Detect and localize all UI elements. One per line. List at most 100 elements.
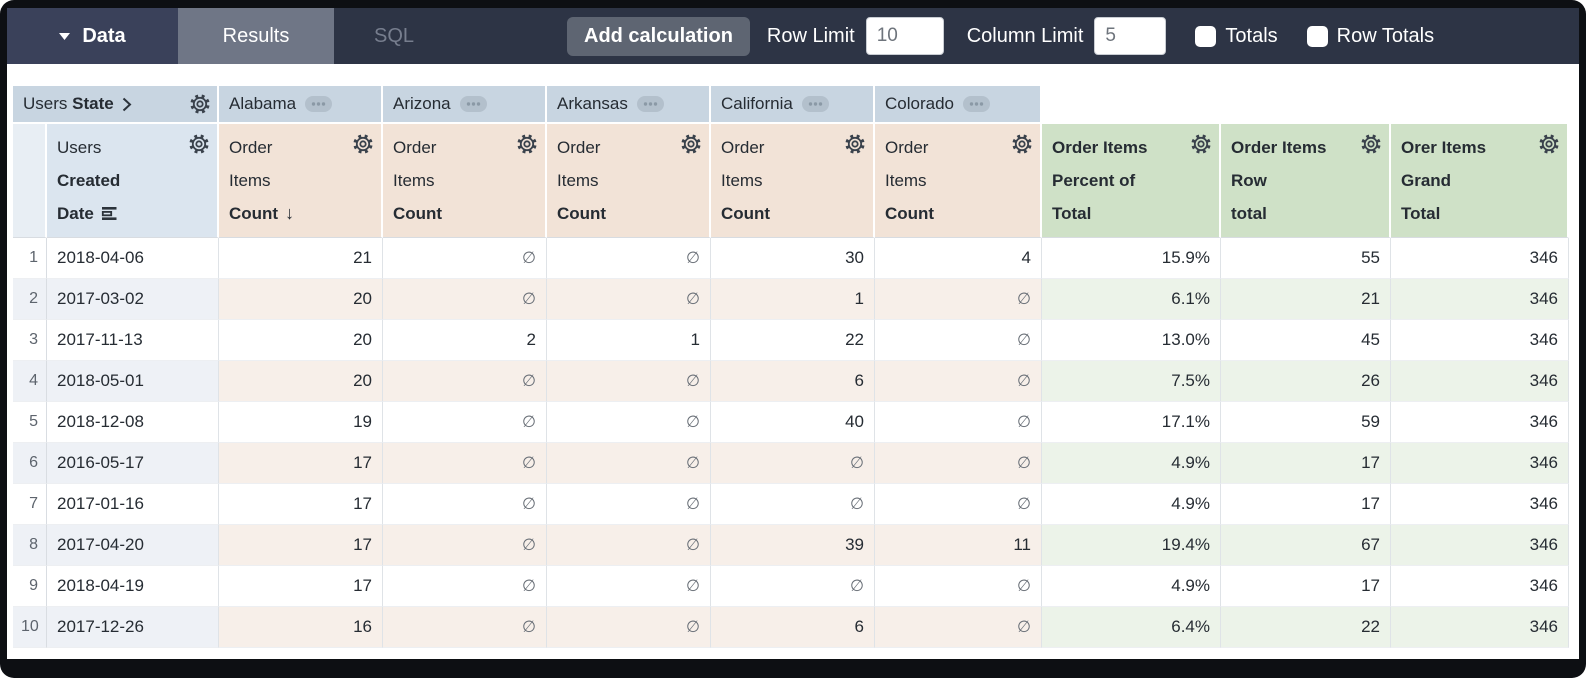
cell-created-date[interactable]: 2017-04-20: [47, 525, 219, 566]
gear-icon[interactable]: [189, 93, 211, 115]
cell-row-total[interactable]: 55: [1221, 238, 1391, 279]
cell-created-date[interactable]: 2018-04-06: [47, 238, 219, 279]
cell-arizona-count[interactable]: 2: [383, 320, 547, 361]
cell-california-count[interactable]: 30: [711, 238, 875, 279]
tab-results[interactable]: Results: [178, 8, 334, 64]
gear-icon[interactable]: [1538, 133, 1560, 155]
cell-arizona-count[interactable]: ∅: [383, 402, 547, 443]
cell-california-count[interactable]: ∅: [711, 566, 875, 607]
gear-icon[interactable]: [1190, 133, 1212, 155]
cell-created-date[interactable]: 2017-01-16: [47, 484, 219, 525]
cell-row-total[interactable]: 17: [1221, 484, 1391, 525]
cell-created-date[interactable]: 2018-12-08: [47, 402, 219, 443]
row-limit-input[interactable]: [865, 17, 944, 55]
calc-header-percent-of-total[interactable]: Order Items Percent of Total: [1042, 124, 1221, 238]
cell-arizona-count[interactable]: ∅: [383, 443, 547, 484]
cell-created-date[interactable]: 2018-05-01: [47, 361, 219, 402]
pivot-value-california[interactable]: California: [711, 86, 875, 124]
cell-california-count[interactable]: ∅: [711, 443, 875, 484]
cell-percent-of-total[interactable]: 4.9%: [1042, 443, 1221, 484]
gear-icon[interactable]: [352, 133, 374, 155]
measure-header-arkansas-count[interactable]: Order Items Count: [547, 124, 711, 238]
more-options-icon[interactable]: [305, 96, 332, 112]
cell-percent-of-total[interactable]: 6.4%: [1042, 607, 1221, 648]
cell-row-total[interactable]: 26: [1221, 361, 1391, 402]
gear-icon[interactable]: [188, 133, 210, 155]
cell-arkansas-count[interactable]: ∅: [547, 525, 711, 566]
gear-icon[interactable]: [680, 133, 702, 155]
cell-percent-of-total[interactable]: 19.4%: [1042, 525, 1221, 566]
cell-percent-of-total[interactable]: 4.9%: [1042, 484, 1221, 525]
cell-grand-total[interactable]: 346: [1391, 279, 1569, 320]
cell-grand-total[interactable]: 346: [1391, 484, 1569, 525]
cell-grand-total[interactable]: 346: [1391, 525, 1569, 566]
cell-colorado-count[interactable]: ∅: [875, 279, 1042, 320]
cell-arizona-count[interactable]: ∅: [383, 279, 547, 320]
cell-arizona-count[interactable]: ∅: [383, 607, 547, 648]
cell-row-total[interactable]: 67: [1221, 525, 1391, 566]
cell-arkansas-count[interactable]: 1: [547, 320, 711, 361]
cell-created-date[interactable]: 2017-03-02: [47, 279, 219, 320]
cell-california-count[interactable]: 22: [711, 320, 875, 361]
cell-row-total[interactable]: 59: [1221, 402, 1391, 443]
cell-grand-total[interactable]: 346: [1391, 443, 1569, 484]
cell-colorado-count[interactable]: 11: [875, 525, 1042, 566]
cell-colorado-count[interactable]: 4: [875, 238, 1042, 279]
cell-california-count[interactable]: 1: [711, 279, 875, 320]
cell-california-count[interactable]: 40: [711, 402, 875, 443]
cell-alabama-count[interactable]: 19: [219, 402, 383, 443]
cell-california-count[interactable]: ∅: [711, 484, 875, 525]
dimension-header-created-date[interactable]: Users Created Date: [47, 124, 219, 238]
measure-header-colorado-count[interactable]: Order Items Count: [875, 124, 1042, 238]
cell-alabama-count[interactable]: 17: [219, 443, 383, 484]
cell-percent-of-total[interactable]: 7.5%: [1042, 361, 1221, 402]
cell-arkansas-count[interactable]: ∅: [547, 484, 711, 525]
cell-grand-total[interactable]: 346: [1391, 361, 1569, 402]
gear-icon[interactable]: [1011, 133, 1033, 155]
cell-row-total[interactable]: 21: [1221, 279, 1391, 320]
totals-toggle[interactable]: Totals: [1195, 8, 1278, 64]
more-options-icon[interactable]: [802, 96, 829, 112]
row-totals-checkbox[interactable]: [1306, 25, 1328, 47]
cell-alabama-count[interactable]: 16: [219, 607, 383, 648]
cell-percent-of-total[interactable]: 4.9%: [1042, 566, 1221, 607]
cell-percent-of-total[interactable]: 13.0%: [1042, 320, 1221, 361]
pivot-value-colorado[interactable]: Colorado: [875, 86, 1042, 124]
cell-colorado-count[interactable]: ∅: [875, 402, 1042, 443]
cell-colorado-count[interactable]: ∅: [875, 566, 1042, 607]
cell-arkansas-count[interactable]: ∅: [547, 607, 711, 648]
column-limit-input[interactable]: [1094, 17, 1167, 55]
cell-grand-total[interactable]: 346: [1391, 402, 1569, 443]
cell-alabama-count[interactable]: 17: [219, 566, 383, 607]
cell-colorado-count[interactable]: ∅: [875, 607, 1042, 648]
pivot-value-arkansas[interactable]: Arkansas: [547, 86, 711, 124]
cell-alabama-count[interactable]: 17: [219, 525, 383, 566]
gear-icon[interactable]: [844, 133, 866, 155]
cell-created-date[interactable]: 2016-05-17: [47, 443, 219, 484]
cell-arkansas-count[interactable]: ∅: [547, 238, 711, 279]
cell-colorado-count[interactable]: ∅: [875, 443, 1042, 484]
cell-alabama-count[interactable]: 17: [219, 484, 383, 525]
cell-alabama-count[interactable]: 21: [219, 238, 383, 279]
cell-arizona-count[interactable]: ∅: [383, 238, 547, 279]
totals-checkbox[interactable]: [1195, 25, 1217, 47]
row-totals-toggle[interactable]: Row Totals: [1306, 8, 1434, 64]
cell-percent-of-total[interactable]: 6.1%: [1042, 279, 1221, 320]
cell-alabama-count[interactable]: 20: [219, 279, 383, 320]
cell-colorado-count[interactable]: ∅: [875, 361, 1042, 402]
cell-arkansas-count[interactable]: ∅: [547, 279, 711, 320]
cell-grand-total[interactable]: 346: [1391, 607, 1569, 648]
cell-california-count[interactable]: 6: [711, 361, 875, 402]
cell-created-date[interactable]: 2017-12-26: [47, 607, 219, 648]
gear-icon[interactable]: [516, 133, 538, 155]
cell-percent-of-total[interactable]: 15.9%: [1042, 238, 1221, 279]
cell-arizona-count[interactable]: ∅: [383, 361, 547, 402]
cell-arizona-count[interactable]: ∅: [383, 566, 547, 607]
tab-sql[interactable]: SQL: [334, 8, 454, 64]
cell-arizona-count[interactable]: ∅: [383, 484, 547, 525]
cell-colorado-count[interactable]: ∅: [875, 484, 1042, 525]
calc-header-grand-total[interactable]: Orer Items Grand Total: [1391, 124, 1569, 238]
add-calculation-button[interactable]: Add calculation: [567, 16, 750, 56]
pivot-field-header[interactable]: Users State: [13, 86, 219, 124]
pivot-value-arizona[interactable]: Arizona: [383, 86, 547, 124]
